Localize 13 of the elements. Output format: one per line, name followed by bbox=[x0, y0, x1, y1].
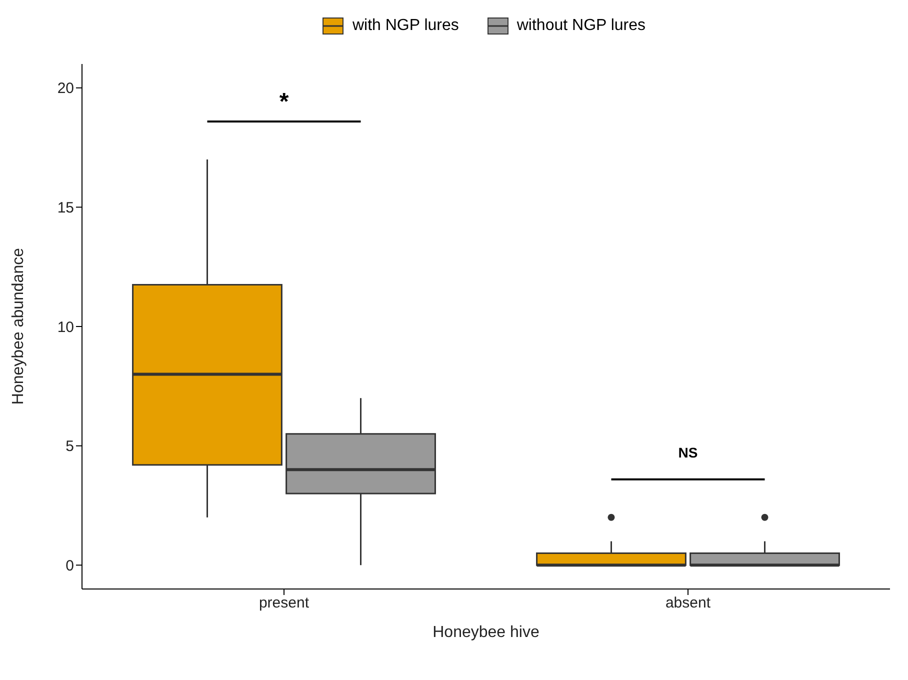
annotation: * bbox=[279, 88, 290, 116]
x-axis-title: Honeybee hive bbox=[432, 624, 540, 641]
y-tick-label: 0 bbox=[66, 557, 74, 574]
y-axis-title: Honeybee abundance bbox=[10, 248, 28, 405]
y-tick-label: 20 bbox=[57, 80, 74, 98]
legend-label: with NGP lures bbox=[351, 16, 459, 36]
annotation: NS bbox=[678, 444, 698, 460]
x-tick-label: present bbox=[258, 594, 310, 612]
y-tick-label: 5 bbox=[66, 438, 74, 456]
x-tick-label: absent bbox=[665, 594, 712, 612]
legend-label: without NGP lures bbox=[516, 16, 646, 36]
y-tick-label: 15 bbox=[57, 200, 74, 217]
y-tick-label: 10 bbox=[57, 318, 74, 336]
